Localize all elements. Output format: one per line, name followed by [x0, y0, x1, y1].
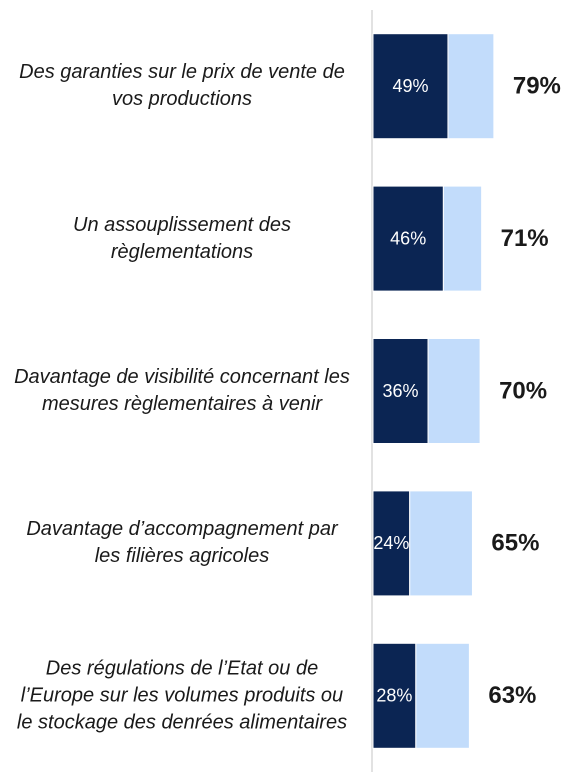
total-label: 65% [491, 530, 539, 557]
bar-segment [372, 33, 449, 140]
value-label: 46% [390, 228, 426, 248]
bar-segment [372, 642, 417, 749]
category-label: Davantage de visibilité concernant les m… [14, 366, 350, 415]
bar-segment [442, 185, 483, 292]
total-label: 79% [513, 73, 561, 100]
total-label: 71% [501, 225, 549, 252]
category-label: Des garanties sur le prix de vente de vo… [19, 61, 345, 111]
total-label: 63% [488, 682, 536, 709]
bar-segment [447, 33, 495, 140]
category-label: Un assouplissement des règlementations [73, 213, 291, 263]
value-label: 49% [392, 76, 428, 96]
bar-segment [409, 490, 473, 597]
total-label: 70% [499, 377, 547, 404]
bar-segment [427, 338, 481, 444]
value-label: 28% [376, 686, 412, 706]
category-label: Des régulations de l’Etat ou de l’Europe… [16, 657, 348, 734]
value-label: 24% [373, 533, 409, 553]
value-label: 36% [383, 381, 419, 401]
bar-segment [372, 338, 429, 444]
bar-segment [372, 490, 411, 597]
bar-segment [372, 185, 444, 292]
category-label: Davantage d’accompagnement par les filiè… [26, 518, 338, 568]
bar-segment [415, 642, 470, 749]
